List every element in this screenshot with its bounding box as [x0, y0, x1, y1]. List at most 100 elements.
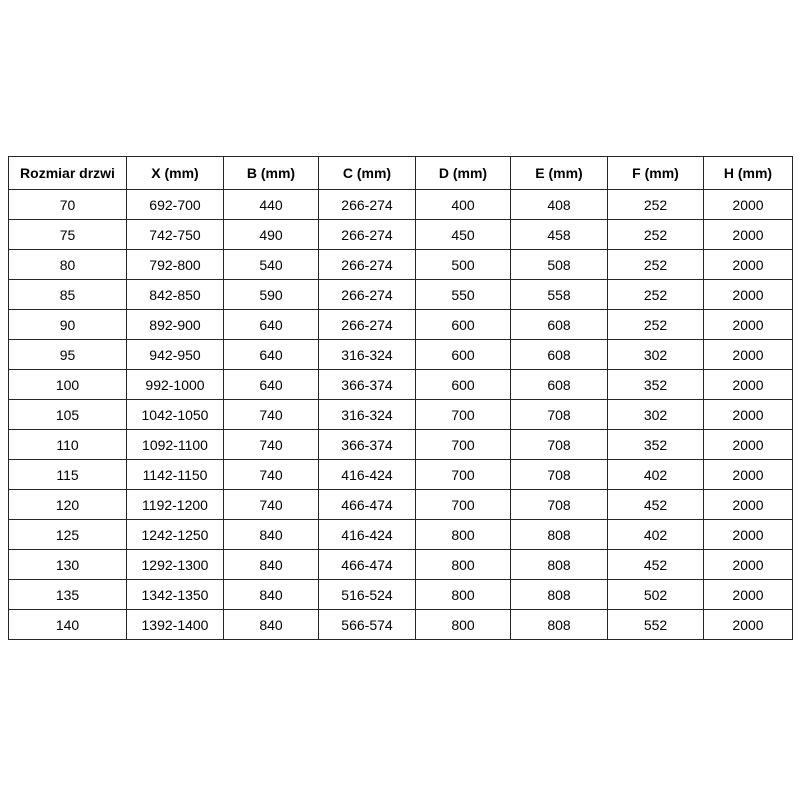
table-cell: 808: [510, 579, 608, 610]
table-cell: 452: [607, 489, 704, 520]
table-cell: 416-424: [318, 459, 416, 490]
table-row: 130 1292-1300 840 466-474 800 808 452 2000: [8, 549, 793, 580]
table-cell: 608: [510, 339, 608, 370]
table-row: 90 892-900 640 266-274 600 608 252 2000: [8, 309, 793, 340]
column-header-c-mm: C (mm): [318, 156, 416, 190]
table-cell: 1392-1400: [126, 609, 224, 640]
table-row: 75 742-750 490 266-274 450 458 252 2000: [8, 219, 793, 250]
table-cell: 516-524: [318, 579, 416, 610]
table-cell: 2000: [703, 339, 793, 370]
table-cell: 700: [415, 429, 511, 460]
table-cell: 266-274: [318, 189, 416, 220]
table-cell: 1342-1350: [126, 579, 224, 610]
table-cell: 80: [8, 249, 127, 280]
table-cell: 120: [8, 489, 127, 520]
column-header-e-mm: E (mm): [510, 156, 608, 190]
table-cell: 640: [223, 339, 319, 370]
table-cell: 90: [8, 309, 127, 340]
table-cell: 640: [223, 369, 319, 400]
table-cell: 115: [8, 459, 127, 490]
table-cell: 558: [510, 279, 608, 310]
header-row: Rozmiar drzwi X (mm) B (mm) C (mm) D (mm…: [8, 156, 793, 190]
table-cell: 2000: [703, 489, 793, 520]
table-cell: 70: [8, 189, 127, 220]
table-cell: 2000: [703, 249, 793, 280]
table-cell: 105: [8, 399, 127, 430]
table-cell: 366-374: [318, 369, 416, 400]
table-cell: 992-1000: [126, 369, 224, 400]
table-cell: 708: [510, 489, 608, 520]
column-header-rozmiar-drzwi: Rozmiar drzwi: [8, 156, 127, 190]
table-cell: 125: [8, 519, 127, 550]
table-row: 140 1392-1400 840 566-574 800 808 552 2000: [8, 609, 793, 640]
table-cell: 402: [607, 459, 704, 490]
table-cell: 500: [415, 249, 511, 280]
column-header-h-mm: H (mm): [703, 156, 793, 190]
table-cell: 135: [8, 579, 127, 610]
column-header-f-mm: F (mm): [607, 156, 704, 190]
table-cell: 840: [223, 549, 319, 580]
table-cell: 450: [415, 219, 511, 250]
table-cell: 892-900: [126, 309, 224, 340]
table-cell: 140: [8, 609, 127, 640]
table-cell: 1292-1300: [126, 549, 224, 580]
table-cell: 352: [607, 369, 704, 400]
table-cell: 800: [415, 609, 511, 640]
table-cell: 440: [223, 189, 319, 220]
table-cell: 352: [607, 429, 704, 460]
table-cell: 508: [510, 249, 608, 280]
table-cell: 608: [510, 369, 608, 400]
table-cell: 400: [415, 189, 511, 220]
table-cell: 466-474: [318, 549, 416, 580]
table-cell: 316-324: [318, 399, 416, 430]
table-cell: 2000: [703, 429, 793, 460]
table-cell: 742-750: [126, 219, 224, 250]
table-cell: 2000: [703, 189, 793, 220]
table-cell: 800: [415, 579, 511, 610]
table-cell: 640: [223, 309, 319, 340]
table-cell: 252: [607, 309, 704, 340]
table-header: Rozmiar drzwi X (mm) B (mm) C (mm) D (mm…: [8, 156, 793, 190]
table-cell: 1242-1250: [126, 519, 224, 550]
table-cell: 502: [607, 579, 704, 610]
table-row: 95 942-950 640 316-324 600 608 302 2000: [8, 339, 793, 370]
table-cell: 252: [607, 279, 704, 310]
table-cell: 2000: [703, 309, 793, 340]
table-cell: 2000: [703, 579, 793, 610]
table-cell: 708: [510, 399, 608, 430]
table-cell: 692-700: [126, 189, 224, 220]
table-cell: 800: [415, 519, 511, 550]
table-cell: 2000: [703, 459, 793, 490]
table-cell: 1142-1150: [126, 459, 224, 490]
table-row: 110 1092-1100 740 366-374 700 708 352 2000: [8, 429, 793, 460]
table-cell: 466-474: [318, 489, 416, 520]
table-cell: 85: [8, 279, 127, 310]
table-cell: 75: [8, 219, 127, 250]
table-cell: 840: [223, 609, 319, 640]
table-cell: 600: [415, 309, 511, 340]
table-body: 70 692-700 440 266-274 400 408 252 2000 75 742-75…: [8, 189, 793, 640]
table-cell: 2000: [703, 279, 793, 310]
table-cell: 842-850: [126, 279, 224, 310]
table-cell: 266-274: [318, 219, 416, 250]
table-row: 120 1192-1200 740 466-474 700 708 452 2000: [8, 489, 793, 520]
table-cell: 1092-1100: [126, 429, 224, 460]
table-cell: 2000: [703, 549, 793, 580]
column-header-d-mm: D (mm): [415, 156, 511, 190]
table-row: 85 842-850 590 266-274 550 558 252 2000: [8, 279, 793, 310]
table-cell: 252: [607, 189, 704, 220]
table-cell: 608: [510, 309, 608, 340]
table-cell: 552: [607, 609, 704, 640]
table-cell: 942-950: [126, 339, 224, 370]
door-size-spec-table: Rozmiar drzwi X (mm) B (mm) C (mm) D (mm…: [8, 156, 793, 640]
column-header-x-mm: X (mm): [126, 156, 224, 190]
table-cell: 540: [223, 249, 319, 280]
table-row: 135 1342-1350 840 516-524 800 808 502 2000: [8, 579, 793, 610]
table-cell: 100: [8, 369, 127, 400]
table-cell: 2000: [703, 399, 793, 430]
table-cell: 808: [510, 549, 608, 580]
table-cell: 700: [415, 459, 511, 490]
table-cell: 2000: [703, 609, 793, 640]
table-cell: 252: [607, 249, 704, 280]
